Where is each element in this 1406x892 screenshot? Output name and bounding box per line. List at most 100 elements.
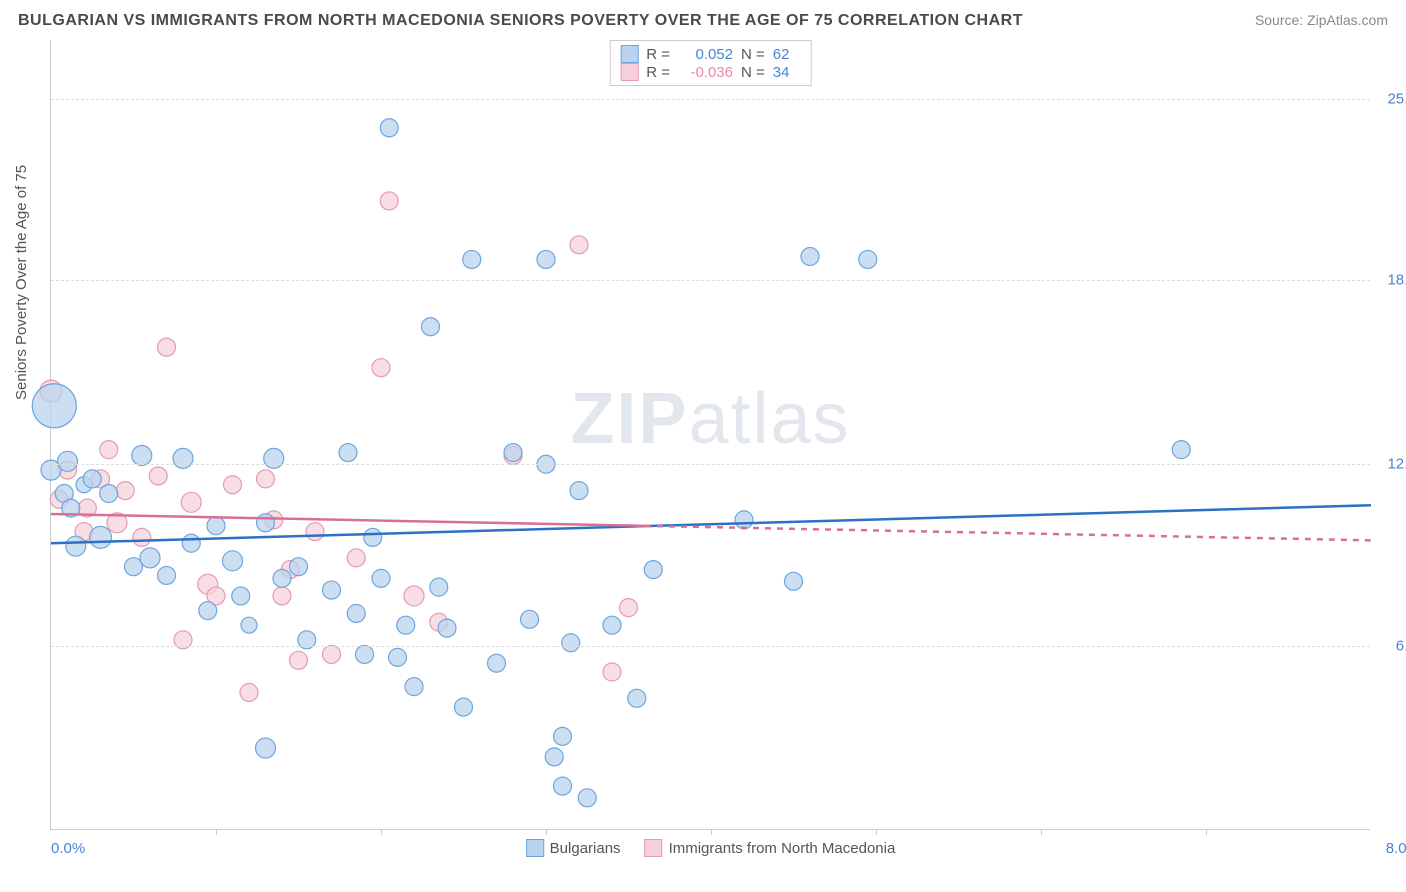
x-tick [711,829,712,835]
data-point [404,586,424,606]
data-point [521,610,539,628]
data-point [32,384,76,428]
legend-item-blue: Bulgarians [526,839,621,857]
data-point [347,604,365,622]
data-point [801,248,819,266]
data-point [256,738,276,758]
legend-item-pink: Immigrants from North Macedonia [645,839,896,857]
data-point [488,654,506,672]
y-axis-label: Seniors Poverty Over the Age of 75 [13,165,30,400]
data-point [389,648,407,666]
data-point [554,777,572,795]
series-legend: Bulgarians Immigrants from North Macedon… [526,839,896,857]
x-axis-min-label: 0.0% [51,840,85,857]
data-point [372,359,390,377]
chart-header: BULGARIAN VS IMMIGRANTS FROM NORTH MACED… [18,12,1388,30]
data-point [430,578,448,596]
data-point [1172,441,1190,459]
data-point [257,514,275,532]
data-point [554,727,572,745]
data-point [504,444,522,462]
y-tick-label: 12.5% [1387,456,1406,473]
trend-line [51,514,645,526]
data-point [628,689,646,707]
data-point [100,485,118,503]
data-point [273,569,291,587]
x-tick [546,829,547,835]
data-point [207,517,225,535]
legend-label-blue: Bulgarians [550,840,621,857]
data-point [264,448,284,468]
data-point [397,616,415,634]
data-point [339,444,357,462]
data-point [347,549,365,567]
data-point [570,236,588,254]
data-point [240,683,258,701]
data-point [173,448,193,468]
data-point [735,511,753,529]
data-point [603,663,621,681]
data-point [380,192,398,210]
data-point [405,678,423,696]
data-point [149,467,167,485]
legend-row-blue: R = 0.052 N = 62 [620,45,801,63]
data-point [199,602,217,620]
chart-title: BULGARIAN VS IMMIGRANTS FROM NORTH MACED… [18,12,1023,30]
data-point [232,587,250,605]
data-point [603,616,621,634]
data-point [66,536,86,556]
data-point [537,250,555,268]
grid-line [51,464,1370,465]
data-point [620,599,638,617]
data-point [273,587,291,605]
grid-line [51,99,1370,100]
grid-line [51,646,1370,647]
data-point [785,572,803,590]
y-tick-label: 6.3% [1396,637,1406,654]
data-point [58,451,78,471]
x-tick [876,829,877,835]
data-point [380,119,398,137]
data-point [364,528,382,546]
data-point [578,789,596,807]
data-point [116,482,134,500]
data-point [545,748,563,766]
y-tick-label: 18.8% [1387,271,1406,288]
data-point [323,645,341,663]
swatch-blue-icon [526,839,544,857]
trend-line [645,526,1371,540]
x-tick [1206,829,1207,835]
x-tick [381,829,382,835]
data-point [562,634,580,652]
swatch-pink [620,63,638,81]
correlation-legend: R = 0.052 N = 62 R = -0.036 N = 34 [609,40,812,86]
grid-line [51,280,1370,281]
data-point [323,581,341,599]
data-point [132,445,152,465]
data-point [570,482,588,500]
x-tick [216,829,217,835]
data-point [140,548,160,568]
data-point [90,526,112,548]
data-point [290,651,308,669]
data-point [224,476,242,494]
swatch-pink-icon [645,839,663,857]
data-point [223,551,243,571]
data-point [241,617,257,633]
data-point [100,441,118,459]
scatter-plot-svg [51,40,1370,829]
data-point [158,566,176,584]
data-point [859,250,877,268]
y-tick-label: 25.0% [1387,90,1406,107]
swatch-blue [620,45,638,63]
chart-source: Source: ZipAtlas.com [1255,12,1388,28]
data-point [372,569,390,587]
data-point [133,528,151,546]
data-point [182,534,200,552]
data-point [463,250,481,268]
data-point [644,561,662,579]
data-point [181,492,201,512]
legend-label-pink: Immigrants from North Macedonia [669,840,896,857]
x-tick [1041,829,1042,835]
data-point [356,645,374,663]
